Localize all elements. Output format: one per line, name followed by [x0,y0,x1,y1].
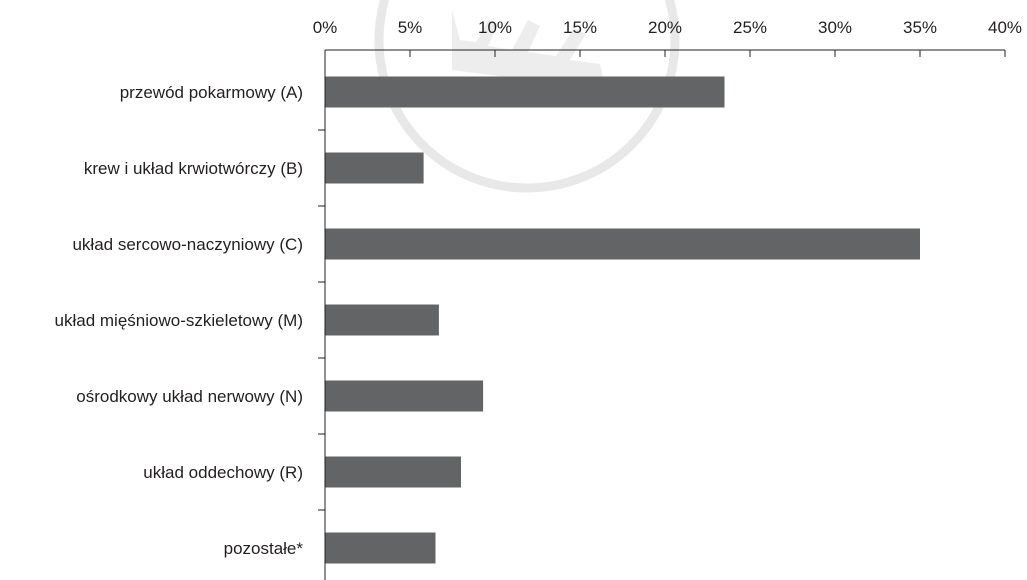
bar-2 [325,152,424,184]
bar-6 [325,456,461,488]
x-tick-label: 25% [733,18,767,37]
watermark-logo [374,0,680,193]
watermark-emblem [452,10,606,90]
x-tick-label: 10% [478,18,512,37]
x-tick-label: 15% [563,18,597,37]
category-label: układ sercowo-naczyniowy (C) [72,235,303,254]
bar-4 [325,304,439,336]
category-label: ośrodkowy układ nerwowy (N) [76,387,303,406]
bar-3 [325,228,920,260]
category-label: przewód pokarmowy (A) [120,83,303,102]
axes-group [318,49,1006,580]
bar-7 [325,532,436,564]
bar-5 [325,380,484,412]
x-tick-label: 30% [818,18,852,37]
x-tick-label: 35% [903,18,937,37]
watermark-ring [374,0,680,193]
category-label: krew i układ krwiotwórczy (B) [84,159,303,178]
x-tick-label: 0% [313,18,338,37]
x-tick-label: 5% [398,18,423,37]
x-tick-label: 40% [988,18,1022,37]
category-label: układ mięśniowo-szkieletowy (M) [55,311,303,330]
category-label: układ oddechowy (R) [143,463,303,482]
labels-group: 0% 5% 10% 15% 20% 25% 30% 35% 40% przewód pokarmo… [55,18,1022,558]
category-label: pozostałe* [224,539,304,558]
bar-1 [325,76,725,108]
x-tick-label: 20% [648,18,682,37]
bars-group [325,76,920,564]
